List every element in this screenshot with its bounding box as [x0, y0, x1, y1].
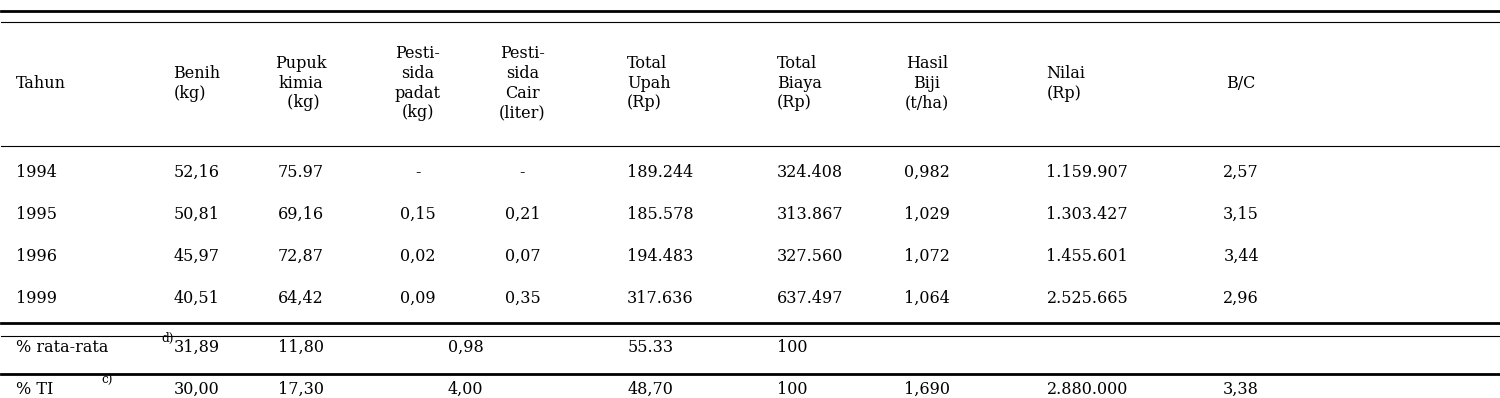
- Text: 194.483: 194.483: [627, 248, 693, 265]
- Text: 48,70: 48,70: [627, 381, 674, 398]
- Text: 317.636: 317.636: [627, 290, 694, 307]
- Text: 185.578: 185.578: [627, 206, 694, 223]
- Text: 2.880.000: 2.880.000: [1047, 381, 1128, 398]
- Text: 30,00: 30,00: [174, 381, 219, 398]
- Text: Hasil
Biji
(t/ha): Hasil Biji (t/ha): [904, 55, 950, 111]
- Text: 55.33: 55.33: [627, 339, 674, 356]
- Text: Pesti-
sida
padat
(kg): Pesti- sida padat (kg): [394, 45, 441, 121]
- Text: 11,80: 11,80: [278, 339, 324, 356]
- Text: 637.497: 637.497: [777, 290, 843, 307]
- Text: 3,38: 3,38: [1222, 381, 1258, 398]
- Text: 0,35: 0,35: [504, 290, 540, 307]
- Text: Benih
(kg): Benih (kg): [174, 65, 220, 101]
- Text: 1.159.907: 1.159.907: [1047, 164, 1128, 181]
- Text: 1,064: 1,064: [903, 290, 950, 307]
- Text: -: -: [416, 164, 420, 181]
- Text: 31,89: 31,89: [174, 339, 219, 356]
- Text: d): d): [162, 332, 174, 345]
- Text: 327.560: 327.560: [777, 248, 843, 265]
- Text: Total
Upah
(Rp): Total Upah (Rp): [627, 55, 670, 111]
- Text: 52,16: 52,16: [174, 164, 219, 181]
- Text: 324.408: 324.408: [777, 164, 843, 181]
- Text: 2,96: 2,96: [1222, 290, 1258, 307]
- Text: 1994: 1994: [16, 164, 57, 181]
- Text: Pesti-
sida
Cair
(liter): Pesti- sida Cair (liter): [500, 45, 546, 121]
- Text: 2,57: 2,57: [1222, 164, 1258, 181]
- Text: 313.867: 313.867: [777, 206, 843, 223]
- Text: 1995: 1995: [16, 206, 57, 223]
- Text: 1999: 1999: [16, 290, 57, 307]
- Text: 4,00: 4,00: [448, 381, 483, 398]
- Text: % rata-rata: % rata-rata: [16, 339, 108, 356]
- Text: -: -: [519, 164, 525, 181]
- Text: 0,07: 0,07: [504, 248, 540, 265]
- Text: 75.97: 75.97: [278, 164, 324, 181]
- Text: Total
Biaya
(Rp): Total Biaya (Rp): [777, 55, 822, 111]
- Text: 1.455.601: 1.455.601: [1047, 248, 1128, 265]
- Text: 64,42: 64,42: [278, 290, 324, 307]
- Text: 1,072: 1,072: [903, 248, 950, 265]
- Text: 69,16: 69,16: [278, 206, 324, 223]
- Text: 100: 100: [777, 339, 807, 356]
- Text: 100: 100: [777, 381, 807, 398]
- Text: 3,15: 3,15: [1222, 206, 1258, 223]
- Text: 0,98: 0,98: [447, 339, 483, 356]
- Text: 17,30: 17,30: [278, 381, 324, 398]
- Text: 1,029: 1,029: [903, 206, 950, 223]
- Text: 2.525.665: 2.525.665: [1047, 290, 1128, 307]
- Text: 1,690: 1,690: [903, 381, 950, 398]
- Text: 0,21: 0,21: [504, 206, 540, 223]
- Text: 189.244: 189.244: [627, 164, 693, 181]
- Text: 1.303.427: 1.303.427: [1047, 206, 1128, 223]
- Text: B/C: B/C: [1227, 75, 1256, 92]
- Text: Pupuk
kimia
 (kg): Pupuk kimia (kg): [274, 55, 327, 111]
- Text: 40,51: 40,51: [174, 290, 219, 307]
- Text: c): c): [102, 374, 112, 386]
- Text: 1996: 1996: [16, 248, 57, 265]
- Text: % TI: % TI: [16, 381, 54, 398]
- Text: Nilai
(Rp): Nilai (Rp): [1047, 65, 1086, 101]
- Text: Tahun: Tahun: [16, 75, 66, 92]
- Text: 0,982: 0,982: [903, 164, 950, 181]
- Text: 3,44: 3,44: [1224, 248, 1258, 265]
- Text: 0,09: 0,09: [400, 290, 435, 307]
- Text: 50,81: 50,81: [174, 206, 219, 223]
- Text: 72,87: 72,87: [278, 248, 324, 265]
- Text: 0,02: 0,02: [400, 248, 435, 265]
- Text: 0,15: 0,15: [399, 206, 435, 223]
- Text: 45,97: 45,97: [174, 248, 219, 265]
